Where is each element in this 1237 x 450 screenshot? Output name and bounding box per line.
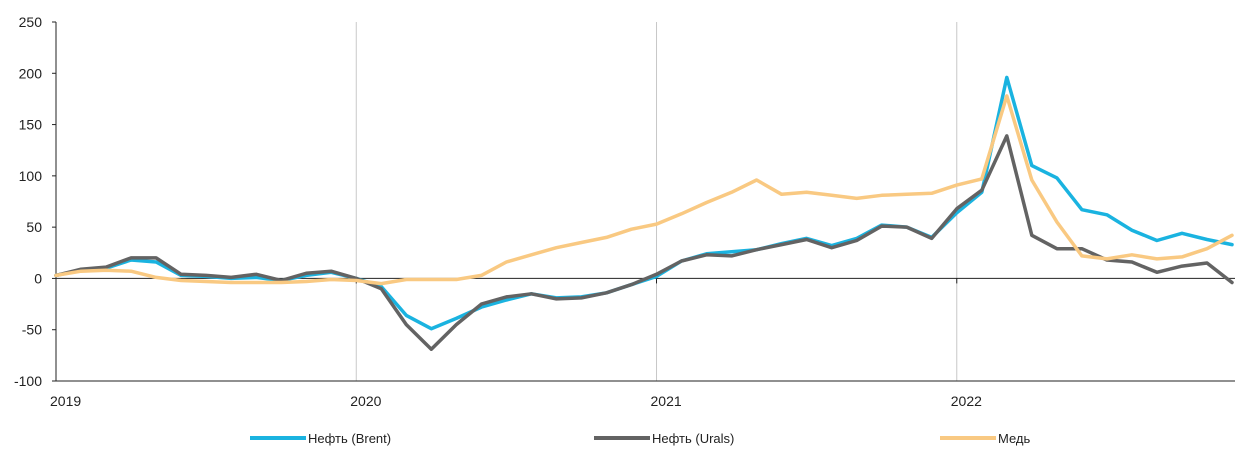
x-tick-labels: 2019 2020 2021 2022 bbox=[50, 393, 982, 409]
series-line-1 bbox=[54, 134, 1234, 351]
axes bbox=[52, 21, 1235, 382]
y-tick-labels: -100 -50 0 50 100 150 200 250 bbox=[14, 14, 42, 389]
y-tick-label: 150 bbox=[19, 117, 43, 133]
y-tick-label: 200 bbox=[19, 65, 43, 81]
x-tick-label: 2022 bbox=[951, 393, 982, 409]
vertical-gridlines bbox=[355, 22, 958, 381]
x-tick-label: 2020 bbox=[350, 393, 381, 409]
y-tick-label: 100 bbox=[19, 168, 43, 184]
y-tick-label: -50 bbox=[22, 322, 42, 338]
legend-label: Медь bbox=[998, 431, 1031, 446]
series-lines bbox=[54, 75, 1234, 351]
series-line-0 bbox=[54, 75, 1234, 331]
x-tick-label: 2021 bbox=[651, 393, 682, 409]
legend-label: Нефть (Urals) bbox=[652, 431, 734, 446]
y-tick-label: 250 bbox=[19, 14, 43, 30]
y-tick-label: 0 bbox=[34, 270, 42, 286]
legend-label: Нефть (Brent) bbox=[308, 431, 391, 446]
y-tick-label: -100 bbox=[14, 373, 42, 389]
series-line-2 bbox=[54, 94, 1234, 286]
legend: Нефть (Brent) Нефть (Urals) Медь bbox=[250, 431, 1031, 446]
x-tick-label: 2019 bbox=[50, 393, 81, 409]
y-tick-label: 50 bbox=[26, 219, 42, 235]
